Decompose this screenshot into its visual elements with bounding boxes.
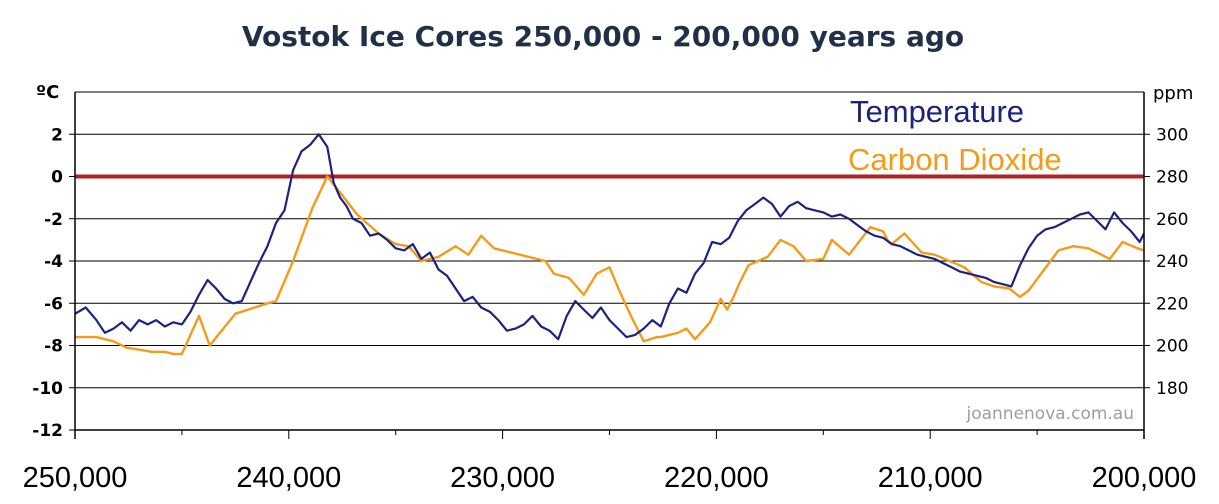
y-left-tick-label: -12 xyxy=(32,421,63,441)
y-left-tick-label: -8 xyxy=(44,337,63,357)
x-tick-label: 220,000 xyxy=(664,462,769,494)
legend-temperature: Temperature xyxy=(850,94,1024,129)
y-left-ticks: 2 0 -2 -4 -6 -8 -10 -12 xyxy=(32,125,63,441)
y-right-tick-label: 220 xyxy=(1156,294,1188,314)
y-left-tick-label: -4 xyxy=(44,252,63,272)
y-right-tick-label: 260 xyxy=(1156,210,1188,230)
x-tick-label: 240,000 xyxy=(236,462,341,494)
x-tick-label: 250,000 xyxy=(23,462,128,494)
y-left-tick-label: -10 xyxy=(32,379,63,399)
x-tick-label: 200,000 xyxy=(1092,462,1197,494)
y-right-tick-label: 180 xyxy=(1156,379,1188,399)
y-right-tick-label: 240 xyxy=(1156,252,1188,272)
y-left-unit: ºC xyxy=(36,82,59,103)
y-left-tick-label: 0 xyxy=(51,168,63,188)
chart-title: Vostok Ice Cores 250,000 - 200,000 years… xyxy=(242,20,964,53)
x-tick-label: 230,000 xyxy=(450,462,555,494)
y-right-tick-label: 300 xyxy=(1156,125,1188,145)
y-left-tick-label: 2 xyxy=(51,125,63,145)
legend-carbon-dioxide: Carbon Dioxide xyxy=(848,142,1062,177)
carbon-dioxide-line xyxy=(75,175,1145,356)
x-ticks: 250,000 240,000 230,000 220,000 210,000 200,0… xyxy=(23,462,1197,494)
y-left-tick-label: -6 xyxy=(44,294,63,314)
series-lines xyxy=(74,133,1145,356)
y-left-tick-label: -2 xyxy=(44,210,63,230)
y-right-ticks: 300 280 260 240 220 200 180 xyxy=(1156,125,1188,399)
y-right-tick-label: 280 xyxy=(1156,168,1188,188)
y-right-unit: ppm xyxy=(1153,83,1193,104)
y-right-tick-label: 200 xyxy=(1156,337,1188,357)
axes xyxy=(74,92,1145,439)
credit-text: joannenova.com.au xyxy=(965,404,1134,424)
temperature-line xyxy=(74,133,1145,341)
x-tick-label: 210,000 xyxy=(878,462,983,494)
